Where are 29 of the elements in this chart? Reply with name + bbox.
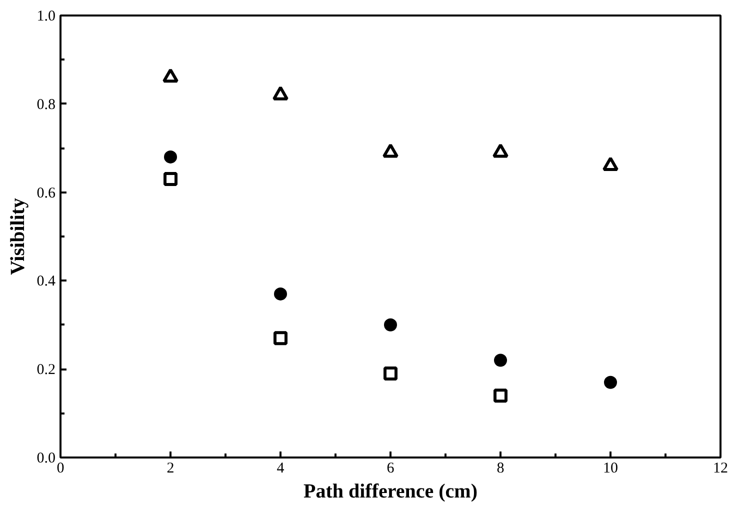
y-tick-label: 0.8 — [36, 96, 56, 113]
y-tick-label: 0.6 — [36, 185, 56, 202]
y-tick-label: 1.0 — [36, 8, 56, 24]
x-tick-label: 2 — [166, 460, 174, 476]
point — [162, 68, 178, 83]
point — [272, 86, 288, 100]
point — [384, 318, 397, 332]
x-axis-title: Path difference (cm) — [304, 480, 478, 502]
point — [384, 366, 398, 381]
x-tick-label: 8 — [496, 460, 504, 476]
point — [274, 331, 288, 346]
point — [604, 376, 617, 389]
point — [492, 144, 508, 158]
x-tick-label: 10 — [603, 460, 618, 476]
y-tick-label: 0.2 — [36, 362, 56, 378]
point — [382, 144, 398, 158]
x-tick-label: 4 — [276, 460, 285, 476]
x-tick-label: 0 — [56, 460, 64, 476]
point — [164, 150, 177, 164]
y-tick-label: 0.4 — [36, 274, 56, 290]
point — [164, 172, 178, 186]
point — [602, 156, 618, 172]
x-tick-label: 6 — [386, 460, 395, 476]
point — [494, 388, 508, 403]
point — [494, 354, 507, 367]
point — [274, 287, 287, 300]
x-tick-label: 12 — [713, 460, 728, 476]
y-axis-title: Visibility — [6, 198, 29, 276]
y-tick-label: 0.0 — [36, 450, 56, 466]
